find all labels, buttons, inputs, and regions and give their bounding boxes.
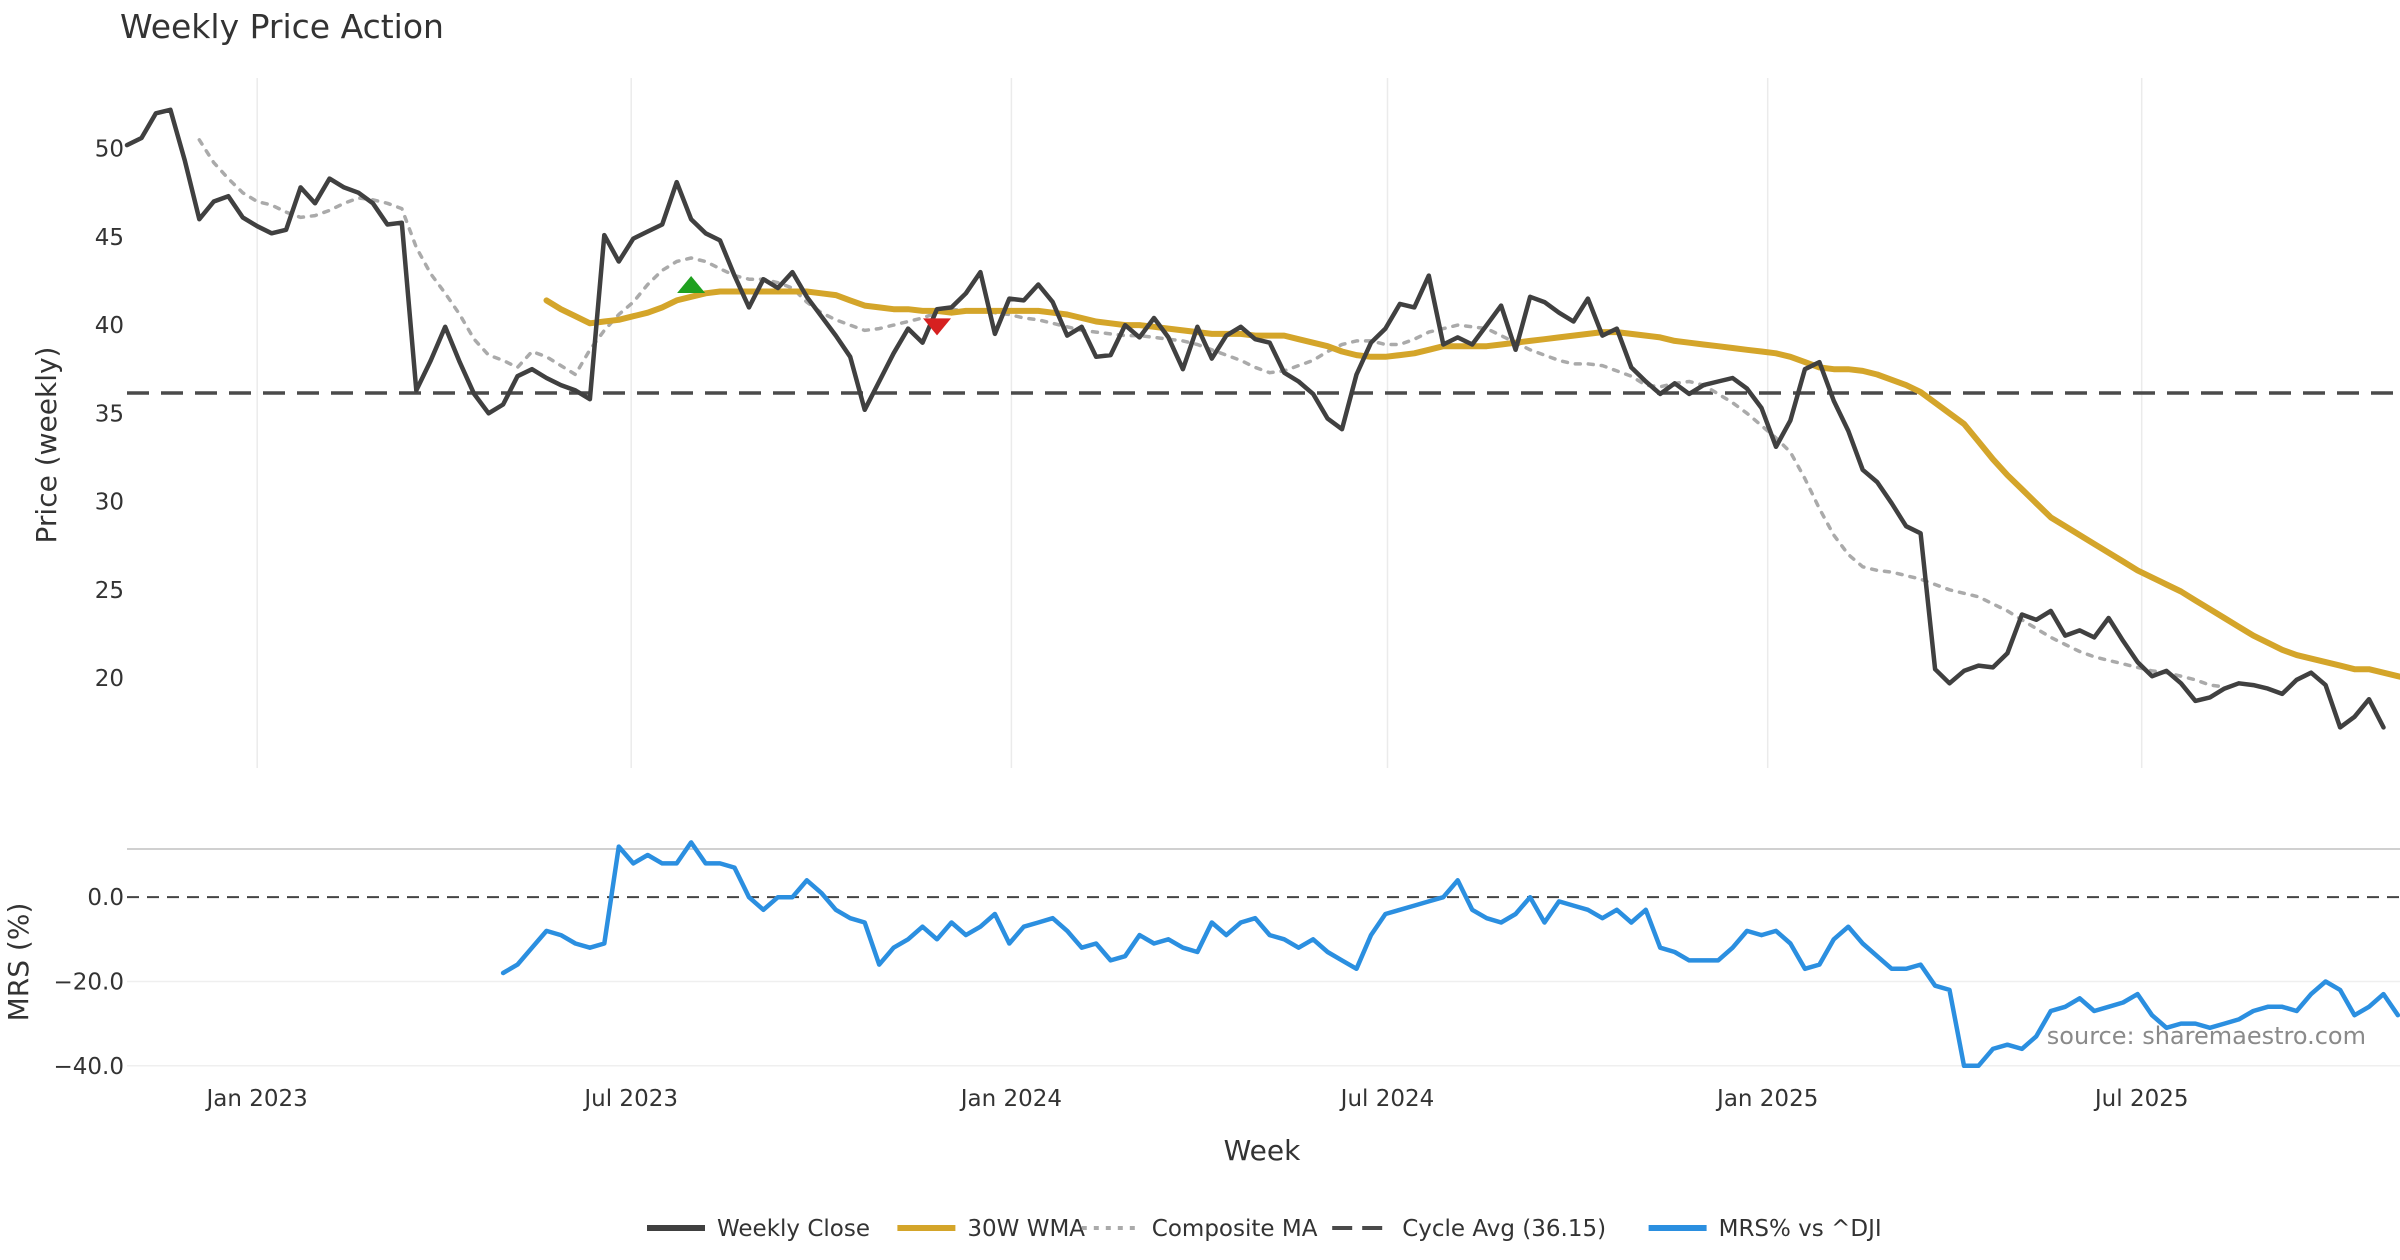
legend-label: Weekly Close [717,1216,870,1242]
mrs-y-axis-title: MRS (%) [2,903,35,1022]
legend-label: 30W WMA [967,1216,1085,1242]
price-y-tick-label: 50 [95,137,124,163]
sell-signal-marker [923,318,952,336]
price-y-tick-label: 20 [95,666,124,692]
signal-markers [677,275,952,336]
legend-label: MRS% vs ^DJI [1719,1216,1882,1242]
x-axis-title: Week [1224,1134,1301,1167]
price-y-tick-label: 35 [95,401,124,427]
vertical-gridlines [256,78,2143,768]
mrs-line [500,840,2400,1069]
price-y-tick-label: 25 [95,578,124,604]
x-tick-label: Jul 2024 [1339,1086,1435,1112]
price-y-axis-title: Price (weekly) [30,347,63,544]
legend-label: Composite MA [1152,1216,1318,1242]
price-y-tick-label: 45 [95,225,124,251]
x-axis: Jan 2023 Jul 2023 Jan 2024 Jul 2024 Jan 2025… [205,1086,2189,1112]
price-y-axis: 20 25 30 35 40 45 50 [95,137,124,692]
legend-label: Cycle Avg (36.15) [1402,1216,1606,1242]
source-note: source: sharemaestro.com [2047,1022,2366,1050]
30w-wma-line [543,288,2400,680]
series-layer [124,107,2400,1069]
mrs-y-tick-label: 0.0 [87,885,124,911]
x-tick-label: Jul 2023 [582,1086,678,1112]
buy-signal-marker [677,275,706,293]
x-tick-label: Jul 2025 [2093,1086,2189,1112]
legend: Weekly Close 30W WMA Composite MA Cycle Avg… [647,1216,1882,1242]
price-y-tick-label: 40 [95,313,124,339]
price-y-tick-label: 30 [95,490,124,516]
x-tick-label: Jan 2023 [205,1086,308,1112]
composite-ma-line [197,138,2227,689]
mrs-y-axis: 0.0 −20.0 −40.0 [54,885,2400,1080]
weekly-close-line [124,107,2386,730]
x-tick-label: Jan 2025 [1715,1086,1818,1112]
mrs-y-tick-label: −40.0 [54,1054,124,1080]
chart-title: Weekly Price Action [120,7,444,46]
mrs-y-tick-label: −20.0 [54,969,124,995]
x-tick-label: Jan 2024 [959,1086,1062,1112]
